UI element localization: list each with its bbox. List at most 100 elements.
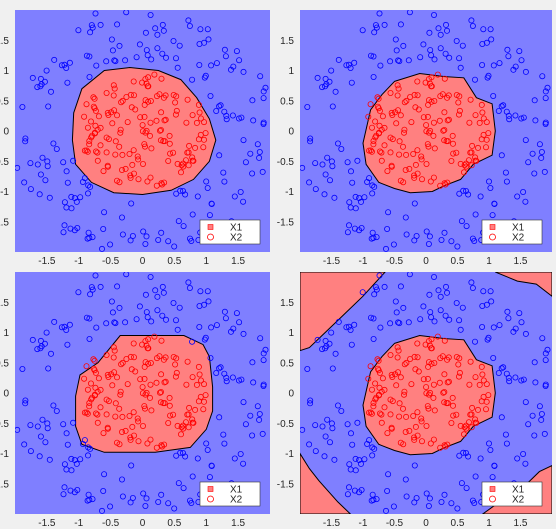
data-point-x1 [200, 398, 207, 405]
data-point-x2 [369, 452, 376, 459]
data-point-x1 [424, 141, 431, 148]
data-point-x2 [369, 491, 376, 498]
data-point-x2 [369, 182, 376, 189]
data-point-x1 [100, 430, 107, 437]
data-point-x2 [144, 314, 151, 321]
data-point-x2 [345, 323, 352, 330]
data-point-x1 [424, 113, 431, 120]
data-point-x1 [119, 151, 126, 158]
data-point-x1 [112, 413, 119, 420]
data-point-x1 [189, 112, 196, 119]
data-point-x1 [95, 375, 102, 382]
data-point-x1 [86, 137, 93, 144]
data-point-x1 [143, 389, 150, 396]
data-point-x2 [259, 168, 266, 175]
data-point-x2 [174, 326, 181, 333]
data-point-x1 [122, 427, 129, 434]
data-point-x1 [397, 112, 404, 119]
data-point-x2 [456, 317, 463, 324]
data-point-x2 [39, 154, 46, 161]
legend-x2-marker [489, 233, 496, 241]
data-point-x2 [525, 421, 532, 428]
data-point-x2 [319, 423, 326, 430]
data-point-x1 [393, 120, 400, 127]
data-point-x2 [522, 137, 529, 144]
data-point-x1 [468, 162, 475, 169]
data-point-x2 [171, 505, 178, 512]
data-point-x1 [197, 115, 204, 122]
data-point-x1 [365, 375, 372, 382]
data-point-x1 [90, 356, 97, 363]
y-tick-label: 1.5 [0, 298, 9, 309]
x-tick-label: 0 [140, 256, 146, 267]
data-point-x2 [538, 148, 545, 155]
data-point-x2 [207, 93, 214, 100]
data-point-x2 [453, 299, 460, 306]
data-point-x2 [539, 335, 546, 342]
data-point-x2 [205, 36, 212, 43]
data-point-x2 [454, 243, 461, 250]
data-point-x2 [423, 228, 430, 235]
data-point-x1 [108, 371, 115, 378]
data-point-x2 [196, 323, 203, 330]
data-point-x2 [217, 102, 224, 109]
data-point-x2 [345, 61, 352, 68]
data-point-x1 [151, 333, 158, 340]
data-point-x2 [403, 231, 410, 238]
data-point-x1 [403, 151, 410, 158]
data-point-x2 [103, 320, 110, 327]
data-point-x1 [162, 116, 169, 123]
data-point-x2 [46, 194, 53, 201]
data-point-x1 [97, 142, 104, 149]
data-point-x2 [165, 500, 172, 507]
data-point-x2 [188, 237, 195, 244]
data-point-x2 [338, 407, 345, 414]
data-point-x1 [104, 109, 111, 116]
data-point-x1 [441, 442, 448, 449]
data-point-x2 [406, 272, 413, 278]
data-point-x2 [204, 26, 211, 33]
y-tick-label: -1 [285, 449, 294, 460]
data-point-x1 [434, 71, 441, 78]
data-point-x2 [140, 228, 147, 235]
data-point-x1 [472, 416, 479, 423]
data-point-x1 [94, 388, 101, 395]
data-point-x1 [456, 93, 463, 100]
data-point-x1 [161, 400, 168, 407]
data-point-x1 [145, 336, 152, 343]
data-point-x2 [304, 104, 311, 111]
data-point-x2 [544, 84, 551, 91]
data-point-x1 [157, 137, 164, 144]
data-point-x2 [142, 291, 149, 298]
data-point-x1 [400, 129, 407, 136]
data-point-x1 [425, 363, 432, 370]
x-tick-label: -1 [74, 256, 83, 267]
data-point-x2 [538, 410, 545, 417]
data-point-x2 [220, 169, 227, 176]
y-tick-label: 0 [288, 389, 294, 400]
data-point-x1 [392, 371, 399, 378]
data-point-x2 [347, 168, 354, 175]
data-point-x2 [240, 68, 247, 75]
data-point-x1 [86, 399, 93, 406]
data-point-x2 [158, 491, 165, 498]
data-point-x2 [50, 402, 57, 409]
data-point-x2 [101, 209, 108, 216]
data-point-x2 [61, 222, 68, 229]
data-point-x2 [45, 103, 52, 110]
x-tick-label: 0.5 [167, 518, 181, 529]
data-point-x2 [208, 200, 215, 207]
data-point-x1 [195, 363, 202, 370]
data-point-x1 [109, 382, 116, 389]
data-point-x2 [99, 245, 106, 252]
data-point-x2 [514, 455, 521, 462]
data-point-x1 [139, 160, 146, 167]
data-point-x2 [19, 365, 26, 372]
data-point-x2 [443, 289, 450, 296]
data-point-x2 [377, 324, 384, 331]
data-point-x1 [143, 80, 150, 87]
data-point-x2 [453, 38, 460, 45]
data-point-x2 [85, 190, 92, 197]
data-point-x1 [134, 153, 141, 160]
data-point-x2 [21, 179, 28, 186]
